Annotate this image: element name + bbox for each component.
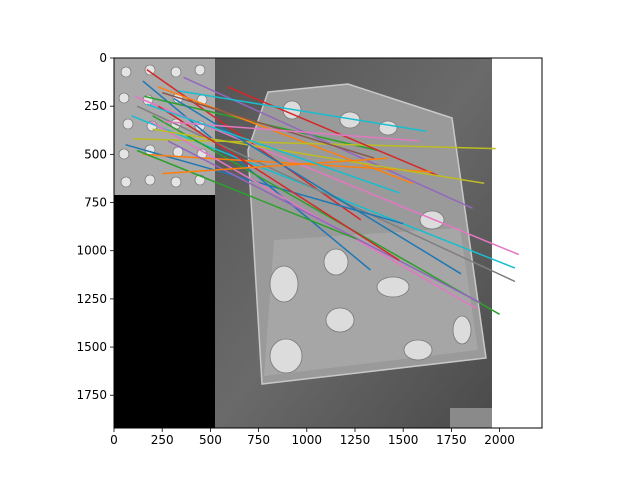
black-padding-region — [114, 195, 215, 428]
match-line-19 — [157, 105, 400, 261]
x-axis: 0 250 500 750 1000 1250 1500 1750 2000 — [110, 428, 515, 447]
x-tick-label: 500 — [199, 433, 222, 447]
x-tick-label: 1250 — [340, 433, 371, 447]
series-layer — [125, 68, 520, 315]
match-line-22 — [162, 157, 388, 175]
x-tick-label: 2000 — [484, 433, 515, 447]
match-line-4 — [158, 86, 414, 185]
match-line-8 — [136, 105, 516, 283]
match-line-16 — [177, 90, 427, 132]
match-line-21 — [136, 149, 358, 240]
photo-board-inner — [264, 228, 478, 376]
photo-stickers — [269, 100, 472, 374]
match-line-15 — [150, 120, 477, 310]
x-tick-label: 1750 — [436, 433, 467, 447]
photo-corner-object — [450, 408, 492, 428]
match-line-10 — [227, 86, 439, 177]
x-tick-label: 250 — [151, 433, 174, 447]
y-tick-label: 1500 — [76, 340, 107, 354]
y-tick-label: 250 — [84, 99, 107, 113]
y-tick-label: 750 — [84, 196, 107, 210]
match-line-12 — [152, 115, 500, 315]
match-line-9 — [133, 138, 496, 150]
match-line-18 — [167, 140, 481, 304]
y-tick-label: 1000 — [76, 244, 107, 258]
thumbnail-stickers — [118, 64, 208, 188]
y-tick-label: 1750 — [76, 388, 107, 402]
y-axis: 0 250 500 750 1000 1250 1500 1750 — [76, 51, 114, 402]
axes-frame — [113, 57, 543, 429]
x-tick-label: 1500 — [388, 433, 419, 447]
y-tick-label: 0 — [99, 51, 107, 65]
match-line-20 — [173, 97, 462, 275]
match-line-24 — [146, 103, 400, 194]
match-line-13 — [142, 153, 433, 173]
x-tick-label: 1000 — [292, 433, 323, 447]
y-tick-label: 1250 — [76, 292, 107, 306]
x-tick-label: 0 — [110, 433, 118, 447]
x-tick-label: 750 — [247, 433, 270, 447]
y-tick-label: 500 — [84, 147, 107, 161]
match-line-14 — [161, 91, 375, 159]
